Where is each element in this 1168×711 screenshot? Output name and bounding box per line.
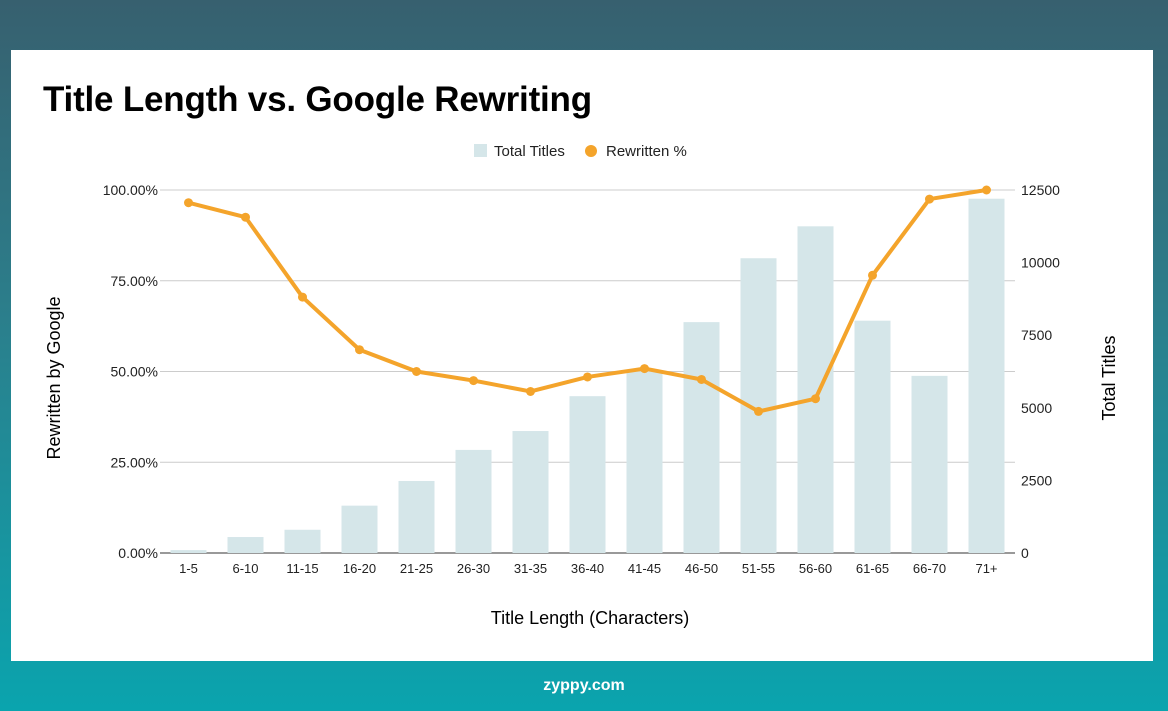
- x-tick-label: 16-20: [343, 561, 376, 576]
- bar: [683, 322, 720, 553]
- x-tick-label: 41-45: [628, 561, 661, 576]
- y2-tick-label: 2500: [1021, 472, 1052, 488]
- line-point: [355, 345, 364, 355]
- bar: [968, 198, 1005, 553]
- bar: [227, 537, 264, 553]
- line-point: [583, 372, 592, 382]
- bar: [170, 550, 207, 553]
- bar: [455, 449, 492, 553]
- line-point: [697, 374, 706, 384]
- line-point: [184, 198, 193, 208]
- y2-tick-label: 10000: [1021, 255, 1060, 271]
- line-point: [925, 194, 934, 204]
- legend: Total Titles Rewritten %: [474, 143, 687, 160]
- x-tick-label: 31-35: [514, 561, 547, 576]
- x-tick-label: 6-10: [232, 561, 258, 576]
- combo-chart: 0.00% 25.00% 50.00% 75.00% 100.00% 0 2500 5000…: [44, 143, 1119, 628]
- x-tick-label: 66-70: [913, 561, 946, 576]
- x-axis-ticks: 1-5 6-10 11-15 16-20 21-25 26-30 31-35 36-40 41-…: [179, 561, 997, 576]
- line-point: [640, 364, 649, 374]
- line-point: [469, 376, 478, 386]
- bar: [626, 371, 663, 553]
- line-point: [412, 367, 421, 376]
- y-tick-label: 100.00%: [103, 182, 158, 198]
- x-tick-label: 36-40: [571, 561, 604, 576]
- bar: [797, 226, 834, 554]
- chart-title: Title Length vs. Google Rewriting: [43, 80, 592, 119]
- x-tick-label: 71+: [975, 561, 997, 576]
- x-tick-label: 21-25: [400, 561, 433, 576]
- line-point: [811, 394, 820, 404]
- line-point: [982, 185, 991, 195]
- right-axis-ticks: 0 2500 5000 7500 10000 12500: [1021, 182, 1060, 561]
- y2-tick-label: 0: [1021, 545, 1029, 561]
- bar: [569, 396, 606, 553]
- y-tick-label: 0.00%: [118, 545, 158, 561]
- line-point: [298, 292, 307, 302]
- y-axis-label: Rewritten by Google: [44, 296, 64, 459]
- footer-brand: zyppy.com: [543, 677, 625, 694]
- x-tick-label: 46-50: [685, 561, 718, 576]
- x-tick-label: 56-60: [799, 561, 832, 576]
- y-tick-label: 25.00%: [111, 454, 158, 470]
- bar: [398, 480, 435, 553]
- x-axis-label: Title Length (Characters): [491, 608, 689, 628]
- chart-card: Title Length vs. Google Rewriting 0.00% 2…: [11, 50, 1153, 661]
- legend-label-total-titles: Total Titles: [494, 143, 565, 160]
- x-tick-label: 26-30: [457, 561, 490, 576]
- legend-swatch-total-titles: [474, 144, 487, 157]
- line-point: [526, 386, 535, 396]
- x-tick-label: 51-55: [742, 561, 775, 576]
- y-tick-label: 75.00%: [111, 273, 158, 289]
- x-tick-label: 1-5: [179, 561, 198, 576]
- y2-tick-label: 5000: [1021, 400, 1052, 416]
- x-tick-label: 61-65: [856, 561, 889, 576]
- legend-swatch-rewritten: [585, 145, 597, 157]
- legend-label-rewritten: Rewritten %: [606, 143, 687, 160]
- y-tick-label: 50.00%: [111, 364, 158, 380]
- line-point: [241, 212, 250, 222]
- bar: [341, 505, 378, 553]
- bar: [854, 320, 891, 553]
- bar: [911, 375, 948, 553]
- bar-series: [170, 198, 1005, 554]
- line-point: [868, 270, 877, 280]
- left-axis-ticks: 0.00% 25.00% 50.00% 75.00% 100.00%: [103, 182, 158, 561]
- line-series: [184, 185, 991, 416]
- x-tick-label: 11-15: [286, 561, 318, 576]
- y2-axis-label: Total Titles: [1099, 335, 1119, 420]
- bar: [284, 529, 321, 553]
- bar: [512, 431, 549, 553]
- y2-tick-label: 12500: [1021, 182, 1060, 198]
- y2-tick-label: 7500: [1021, 327, 1052, 343]
- line-point: [754, 406, 763, 416]
